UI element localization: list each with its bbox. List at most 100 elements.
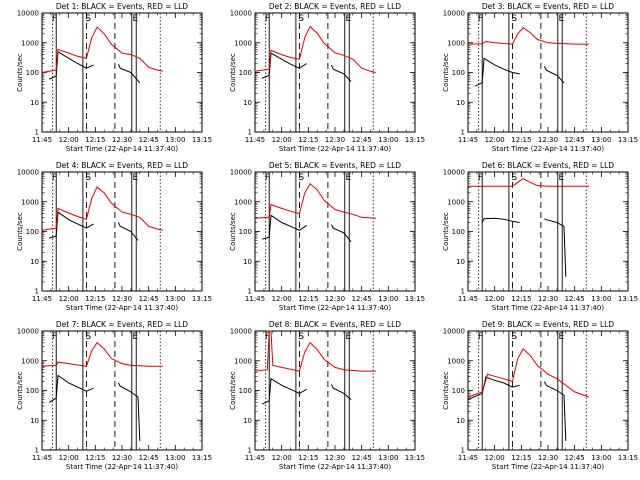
x-tick-label: 12:00 bbox=[59, 136, 79, 144]
marker-s: S bbox=[511, 173, 517, 183]
x-tick-label: 12:45 bbox=[565, 136, 585, 144]
x-tick-label: 12:00 bbox=[272, 136, 292, 144]
x-tick-label: 12:00 bbox=[485, 295, 505, 303]
x-tick-label: 12:15 bbox=[511, 454, 531, 462]
y-tick-label: 10000 bbox=[230, 169, 252, 177]
y-tick-label: 100 bbox=[26, 228, 39, 236]
y-tick-label: 10000 bbox=[17, 328, 39, 336]
x-tick-label: 12:15 bbox=[85, 295, 105, 303]
series-line-events bbox=[117, 63, 141, 84]
x-tick-label: 12:45 bbox=[352, 136, 372, 144]
chart-panel-det-5: Det 5: BLACK = Events, RED = LLD 1 10 100 10… bbox=[229, 161, 425, 312]
x-tick-label: 11:45 bbox=[458, 295, 478, 303]
y-tick-label: 1 bbox=[248, 288, 252, 296]
x-tick-label: 12:45 bbox=[565, 295, 585, 303]
x-tick-label: 11:45 bbox=[245, 136, 265, 144]
x-tick-label: 12:45 bbox=[352, 454, 372, 462]
y-tick-label: 10000 bbox=[443, 328, 465, 336]
x-axis-label: Start Time (22-Apr-14 11:37:40) bbox=[66, 145, 178, 153]
marker-s: S bbox=[85, 14, 91, 24]
y-tick-label: 100 bbox=[239, 387, 252, 395]
y-tick-label: 100 bbox=[239, 228, 252, 236]
y-tick-label: 1 bbox=[248, 447, 252, 455]
y-tick-label: 10000 bbox=[17, 10, 39, 18]
y-tick-label: 1000 bbox=[447, 357, 465, 365]
y-axis-label: Counts/sec bbox=[16, 53, 24, 92]
marker-s: S bbox=[85, 332, 91, 342]
x-tick-label: 13:15 bbox=[192, 136, 212, 144]
y-tick-label: 100 bbox=[239, 69, 252, 77]
x-tick-label: 13:00 bbox=[591, 136, 611, 144]
marker-f: F bbox=[52, 173, 57, 183]
y-tick-label: 10 bbox=[243, 99, 252, 107]
x-tick-label: 12:15 bbox=[85, 454, 105, 462]
marker-f: F bbox=[52, 14, 57, 24]
x-tick-label: 11:45 bbox=[245, 295, 265, 303]
y-tick-label: 100 bbox=[452, 387, 465, 395]
marker-e: E bbox=[558, 332, 564, 342]
x-tick-label: 12:30 bbox=[112, 454, 132, 462]
y-tick-label: 10 bbox=[243, 417, 252, 425]
series-line-events bbox=[48, 374, 94, 403]
series-line-events bbox=[467, 376, 520, 400]
series-line-lld bbox=[468, 178, 589, 187]
marker-s: S bbox=[511, 14, 517, 24]
y-tick-label: 1000 bbox=[447, 39, 465, 47]
y-tick-label: 10 bbox=[30, 417, 39, 425]
marker-f: F bbox=[265, 332, 270, 342]
y-axis-label: Counts/sec bbox=[442, 371, 450, 410]
x-tick-label: 12:30 bbox=[112, 295, 132, 303]
chart-panel-det-4: Det 4: BLACK = Events, RED = LLD 1 10 100 10… bbox=[16, 161, 212, 312]
y-tick-label: 1 bbox=[461, 288, 465, 296]
x-tick-label: 12:45 bbox=[139, 295, 159, 303]
series-line-lld bbox=[254, 25, 377, 73]
y-axis-label: Counts/sec bbox=[229, 53, 237, 92]
series-line-events bbox=[330, 64, 352, 82]
marker-f: F bbox=[265, 173, 270, 183]
x-tick-label: 13:00 bbox=[591, 454, 611, 462]
y-axis-label: Counts/sec bbox=[442, 53, 450, 92]
plot-frame bbox=[254, 12, 416, 133]
series-line-events bbox=[330, 224, 352, 243]
series-line-lld bbox=[254, 330, 376, 372]
y-tick-label: 1000 bbox=[234, 39, 252, 47]
chart-panel-det-6: Det 6: BLACK = Events, RED = LLD 1 10 100 10… bbox=[442, 161, 638, 312]
x-tick-label: 11:45 bbox=[32, 295, 52, 303]
marker-e: E bbox=[558, 173, 564, 183]
x-tick-label: 12:30 bbox=[538, 136, 558, 144]
x-tick-label: 12:15 bbox=[511, 136, 531, 144]
x-tick-label: 12:30 bbox=[325, 136, 345, 144]
y-tick-label: 10000 bbox=[230, 328, 252, 336]
chart-title: Det 8: BLACK = Events, RED = LLD bbox=[269, 320, 401, 329]
x-tick-label: 12:00 bbox=[485, 136, 505, 144]
x-tick-label: 13:15 bbox=[618, 136, 638, 144]
plot-frame bbox=[467, 330, 629, 451]
series-line-lld bbox=[254, 183, 376, 219]
chart-title: Det 4: BLACK = Events, RED = LLD bbox=[56, 161, 188, 170]
x-tick-label: 12:00 bbox=[59, 454, 79, 462]
x-tick-label: 12:30 bbox=[112, 136, 132, 144]
y-axis-label: Counts/sec bbox=[229, 212, 237, 251]
y-tick-label: 1 bbox=[35, 288, 39, 296]
marker-f: F bbox=[52, 332, 57, 342]
x-axis-label: Start Time (22-Apr-14 11:37:40) bbox=[492, 463, 604, 471]
chart-panel-det-7: Det 7: BLACK = Events, RED = LLD 1 10 100 10… bbox=[16, 320, 212, 471]
chart-title: Det 3: BLACK = Events, RED = LLD bbox=[482, 2, 614, 11]
series-line-lld bbox=[467, 27, 589, 45]
x-axis-label: Start Time (22-Apr-14 11:37:40) bbox=[279, 304, 391, 312]
x-tick-label: 13:15 bbox=[192, 295, 212, 303]
x-axis-label: Start Time (22-Apr-14 11:37:40) bbox=[279, 145, 391, 153]
y-tick-label: 1000 bbox=[234, 198, 252, 206]
chart-title: Det 5: BLACK = Events, RED = LLD bbox=[269, 161, 401, 170]
y-tick-label: 1000 bbox=[21, 357, 39, 365]
marker-e: E bbox=[132, 332, 138, 342]
x-tick-label: 13:15 bbox=[405, 454, 425, 462]
x-tick-label: 12:45 bbox=[352, 295, 372, 303]
y-tick-label: 10 bbox=[30, 99, 39, 107]
x-tick-label: 13:00 bbox=[165, 136, 185, 144]
x-tick-label: 12:00 bbox=[272, 295, 292, 303]
series-line-events bbox=[543, 381, 567, 442]
chart-panel-det-8: Det 8: BLACK = Events, RED = LLD 1 10 100 10… bbox=[229, 320, 425, 471]
y-tick-label: 10 bbox=[456, 258, 465, 266]
